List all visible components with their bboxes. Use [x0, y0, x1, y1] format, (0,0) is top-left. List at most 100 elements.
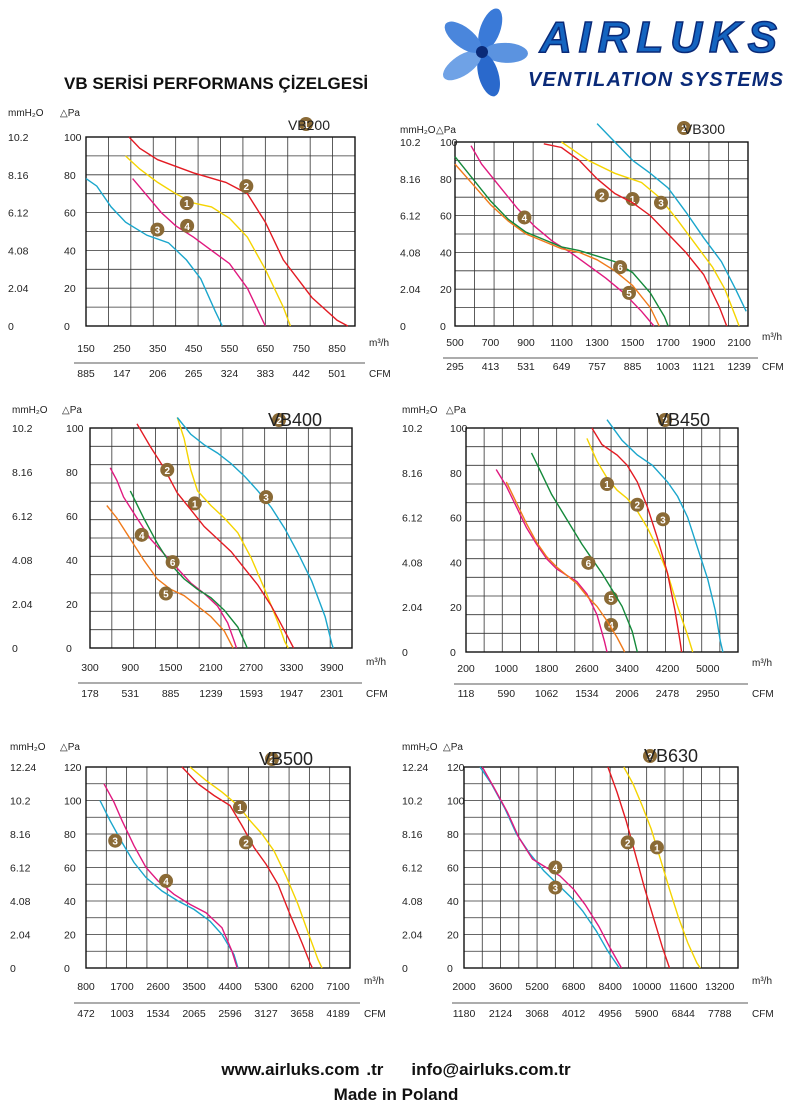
series-label-3: 3: [653, 195, 668, 210]
series-line-3: [596, 123, 747, 312]
tick-pa: 20: [64, 930, 76, 942]
series-line-4: [495, 469, 608, 653]
tick-flow: 750: [292, 343, 310, 355]
tick-flow: 11600: [669, 981, 698, 993]
tick-cfm: 442: [292, 368, 310, 380]
tick-cfm: 2950: [696, 688, 720, 700]
tick-flow: 1700: [656, 337, 680, 349]
tick-pa: 0: [66, 643, 72, 655]
title-badge: 2: [658, 413, 672, 427]
svg-text:6: 6: [617, 263, 623, 274]
tick-cfm: 178: [81, 688, 99, 700]
svg-text:3: 3: [658, 199, 664, 210]
tick-mmh2o: 2.04: [400, 284, 421, 296]
title-badge: 2: [265, 752, 279, 766]
svg-text:4: 4: [184, 222, 190, 233]
tick-mmh2o: 12.24: [10, 762, 36, 774]
tick-pa: 20: [447, 930, 459, 942]
tick-cfm: 3658: [290, 1008, 314, 1020]
series-label-3: 3: [150, 222, 165, 237]
series-line-5: [505, 481, 626, 653]
tick-flow: 900: [122, 662, 140, 674]
series-line-3: [606, 419, 724, 653]
tick-cfm: 2006: [616, 688, 640, 700]
tick-pa: 60: [64, 208, 76, 220]
tick-mmh2o: 6.12: [402, 513, 423, 525]
tick-cfm: 2124: [489, 1008, 513, 1020]
series-line-2: [136, 423, 295, 649]
tick-mmh2o: 12.24: [402, 762, 428, 774]
logo-tagline: VENTILATION SYSTEMS: [528, 69, 784, 91]
tick-flow: 500: [446, 337, 464, 349]
series-line-6: [454, 156, 669, 327]
tick-cfm: 206: [149, 368, 167, 380]
tick-flow: 1000: [495, 663, 519, 675]
chart-title: VB450: [656, 410, 710, 430]
series-label-2: 2: [160, 462, 175, 477]
tick-pa: 0: [447, 963, 453, 975]
tick-cfm: 2478: [656, 688, 680, 700]
series-label-4: 4: [180, 218, 195, 233]
tick-cfm: 413: [482, 361, 500, 373]
unit-mmh2o: mmH₂O: [402, 742, 438, 753]
tick-cfm: 1534: [575, 688, 599, 700]
tick-flow: 5300: [254, 981, 278, 993]
tick-cfm: 383: [257, 368, 275, 380]
unit-pa: △Pa: [443, 742, 463, 753]
tick-mmh2o: 0: [400, 321, 406, 333]
tick-mmh2o: 6.12: [12, 511, 33, 523]
tick-cfm: 1239: [199, 688, 223, 700]
tick-cfm: 1239: [727, 361, 751, 373]
email-link[interactable]: info@airluks.com.tr: [411, 1060, 571, 1079]
tick-flow: 350: [149, 343, 167, 355]
tick-cfm: 4956: [598, 1008, 622, 1020]
series-label-1: 1: [233, 800, 247, 815]
series-line-1: [125, 155, 292, 327]
title-badge: 2: [643, 749, 657, 763]
tick-mmh2o: 2.04: [402, 602, 423, 614]
tick-flow: 8400: [598, 981, 622, 993]
series-line-3: [99, 800, 239, 969]
unit-flow: m³/h: [369, 338, 389, 349]
unit-pa: △Pa: [446, 405, 466, 416]
tick-flow: 250: [113, 343, 131, 355]
tick-flow: 5000: [696, 663, 720, 675]
svg-text:4: 4: [139, 531, 145, 542]
tick-mmh2o: 4.08: [8, 245, 29, 257]
tick-flow: 3400: [616, 663, 640, 675]
chart-title: VB400: [268, 410, 322, 430]
unit-pa: △Pa: [60, 742, 80, 753]
tick-cfm: 4012: [562, 1008, 586, 1020]
svg-text:1: 1: [604, 480, 610, 491]
tick-flow: 1900: [692, 337, 716, 349]
website-link[interactable]: www.airluks.com .tr: [221, 1060, 384, 1079]
tick-cfm: 885: [624, 361, 642, 373]
plot-frame: [85, 136, 356, 327]
footer-origin: Made in Poland: [333, 1085, 459, 1104]
tick-flow: 900: [517, 337, 535, 349]
tick-flow: 1700: [110, 981, 134, 993]
tick-cfm: 1003: [656, 361, 680, 373]
tick-cfm: 531: [122, 688, 140, 700]
svg-text:1: 1: [237, 803, 243, 814]
series-label-2: 2: [594, 188, 609, 203]
series-line-1: [561, 141, 740, 327]
unit-flow: m³/h: [366, 657, 386, 668]
tick-cfm: 118: [458, 688, 475, 700]
plot-frame: [465, 427, 739, 653]
tick-mmh2o: 8.16: [10, 829, 31, 841]
svg-text:3: 3: [112, 837, 118, 848]
series-label-4: 4: [548, 860, 563, 875]
series-label-4: 4: [604, 618, 619, 633]
plot-grid: [463, 766, 739, 969]
tick-cfm: 2301: [320, 688, 344, 700]
tick-cfm: 885: [77, 368, 95, 380]
plot-frame: [89, 427, 353, 649]
series-line-5: [454, 163, 660, 327]
tick-cfm: 1534: [146, 1008, 170, 1020]
tick-cfm: 3068: [525, 1008, 549, 1020]
tick-mmh2o: 6.12: [400, 211, 421, 223]
